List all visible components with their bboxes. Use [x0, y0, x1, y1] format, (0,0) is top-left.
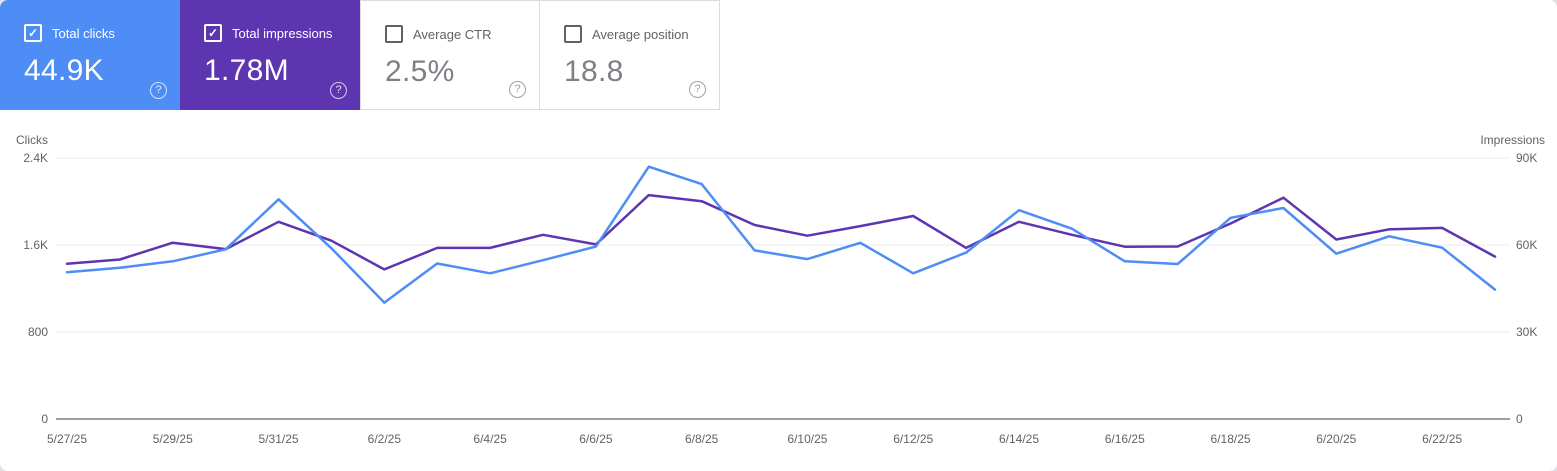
total-impressions-checkbox[interactable]: ✓	[204, 24, 222, 42]
metric-card-label: Average CTR	[413, 26, 492, 42]
x-tick-label: 5/27/25	[46, 432, 88, 446]
metric-card-total-clicks[interactable]: ✓ Total clicks 44.9K ?	[0, 0, 180, 110]
help-icon[interactable]: ?	[689, 81, 706, 98]
x-tick-label: 6/10/25	[787, 432, 828, 446]
x-tick-label: 6/16/25	[1104, 432, 1145, 446]
card-header: Average CTR	[385, 25, 539, 43]
y-tick-label: 1.6K	[23, 238, 48, 252]
metric-card-average-ctr[interactable]: Average CTR 2.5% ?	[360, 0, 540, 110]
card-header: Average position	[564, 25, 719, 43]
total-clicks-checkbox[interactable]: ✓	[24, 24, 42, 42]
x-tick-label: 6/22/25	[1422, 432, 1463, 446]
x-tick-label: 6/2/25	[367, 432, 402, 446]
x-tick-label: 6/4/25	[473, 432, 507, 446]
y-tick-label: 800	[27, 325, 48, 339]
x-tick-label: 5/31/25	[258, 432, 299, 446]
check-icon: ✓	[207, 26, 219, 40]
card-header: ✓ Total impressions	[204, 24, 360, 42]
y-tick-label: 2.4K	[23, 151, 48, 165]
card-header: ✓ Total clicks	[24, 24, 180, 42]
x-tick-label: 6/18/25	[1210, 432, 1251, 446]
impressions-line	[65, 193, 1497, 271]
average-ctr-checkbox[interactable]	[385, 25, 403, 43]
metric-card-value: 2.5%	[385, 55, 455, 88]
metric-card-value: 18.8	[564, 55, 624, 88]
clicks-line	[65, 165, 1497, 304]
metric-cards: ✓ Total clicks 44.9K ? ✓ Total impressio…	[0, 0, 720, 110]
metric-card-label: Average position	[592, 26, 689, 42]
help-icon[interactable]: ?	[150, 82, 167, 99]
metric-card-value: 1.78M	[204, 54, 289, 87]
x-tick-label: 6/6/25	[579, 432, 613, 446]
y-tick-label: 0	[41, 412, 48, 426]
performance-chart: Clicks Impressions 2.4K 1.6K 800 0 90K 60K 30…	[0, 121, 1557, 471]
y-tick-label: 90K	[1516, 151, 1538, 165]
x-tick-label: 6/20/25	[1316, 432, 1357, 446]
help-icon[interactable]: ?	[509, 81, 526, 98]
y-tick-label: 60K	[1516, 238, 1538, 252]
metric-card-average-position[interactable]: Average position 18.8 ?	[540, 0, 720, 110]
help-icon[interactable]: ?	[330, 82, 347, 99]
x-tick-label: 6/14/25	[998, 432, 1040, 446]
y-axis-title-clicks: Clicks	[16, 133, 48, 147]
chart-canvas	[56, 157, 1510, 420]
average-position-checkbox[interactable]	[564, 25, 582, 43]
metric-card-label: Total clicks	[52, 25, 115, 41]
y-axis-title-impressions: Impressions	[1480, 133, 1545, 147]
x-tick-label: 6/8/25	[684, 432, 719, 446]
x-tick-label: 6/12/25	[893, 432, 934, 446]
x-tick-label: 5/29/25	[152, 432, 193, 446]
check-icon: ✓	[27, 26, 39, 40]
metric-card-total-impressions[interactable]: ✓ Total impressions 1.78M ?	[180, 0, 360, 110]
y-tick-label: 0	[1516, 412, 1523, 426]
metric-card-value: 44.9K	[24, 54, 104, 87]
y-tick-label: 30K	[1516, 325, 1538, 339]
metric-card-label: Total impressions	[232, 25, 333, 41]
